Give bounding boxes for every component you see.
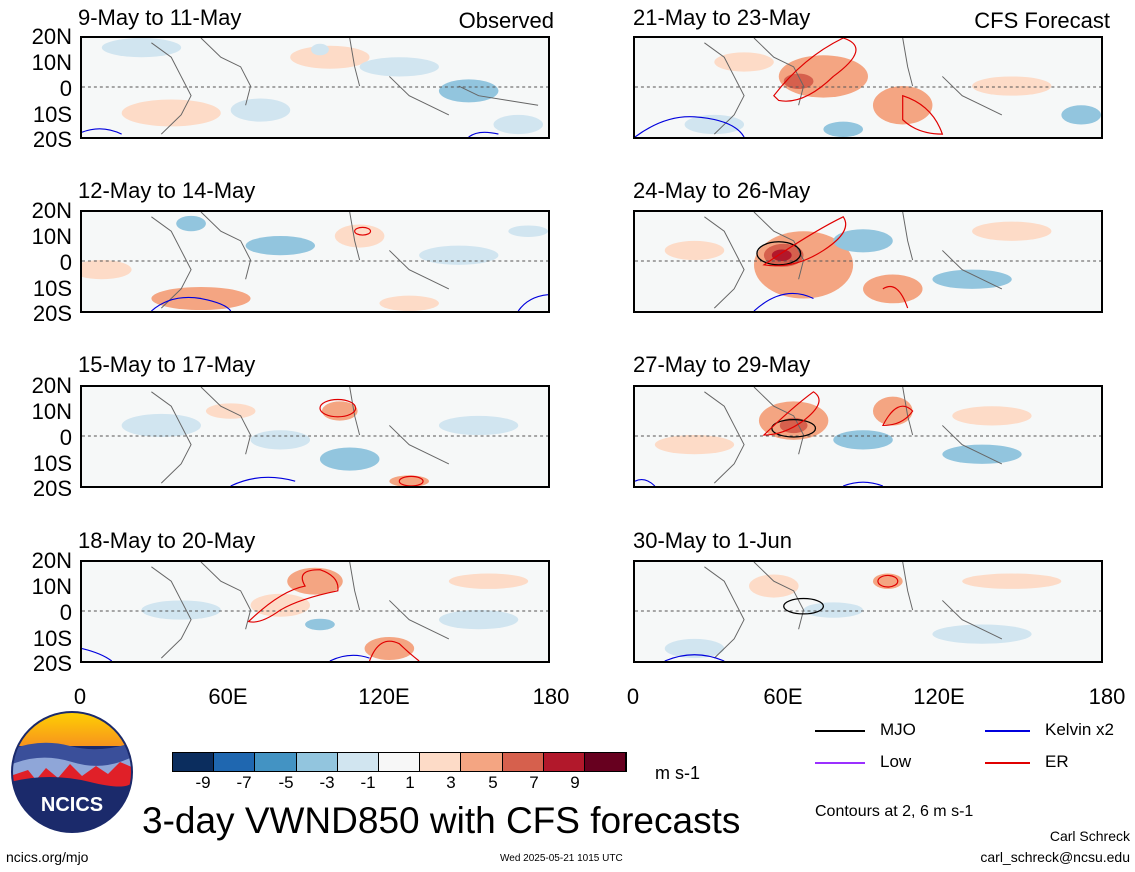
lat-tick: 20N: [31, 548, 72, 573]
lat-tick: 10N: [31, 399, 72, 424]
colorbar: [172, 752, 627, 772]
map-panel: [633, 385, 1103, 488]
colorbar-label: 9: [570, 773, 580, 792]
map-panel: [80, 210, 550, 313]
colorbar-swatch: [420, 753, 462, 771]
legend-low: Low: [880, 752, 912, 771]
map-panel: [80, 385, 550, 488]
footer-email: carl_schreck@ncsu.edu: [980, 849, 1130, 865]
main-title: 3-day VWND850 with CFS forecasts: [142, 800, 741, 841]
footer-timestamp: Wed 2025-05-21 1015 UTC: [500, 853, 623, 864]
panel-title: 30-May to 1-Jun: [633, 528, 792, 553]
lat-tick: 20S: [32, 301, 72, 326]
lat-tick: 10N: [31, 50, 72, 75]
lat-tick: 20N: [31, 373, 72, 398]
lat-tick: 20S: [32, 127, 72, 152]
colorbar-label: -7: [236, 773, 252, 792]
lon-tick: 60E: [208, 684, 248, 709]
colorbar-swatch: [502, 753, 544, 771]
lat-tick: 10S: [32, 276, 72, 301]
colorbar-swatch: [584, 753, 627, 771]
panel-title: 27-May to 29-May: [633, 352, 811, 377]
footer-author: Carl Schreck: [1049, 828, 1130, 844]
panel-title: 21-May to 23-May: [633, 5, 811, 30]
footer-url: ncics.org/mjo: [6, 849, 89, 865]
colorbar-label: 5: [488, 773, 498, 792]
er-legend-line: [985, 762, 1030, 764]
lat-tick: 10N: [31, 574, 72, 599]
colorbar-swatch: [337, 753, 379, 771]
map-panel: [633, 560, 1103, 663]
map-panel: [80, 560, 550, 663]
colorbar-label: -1: [360, 773, 376, 792]
observed-label: Observed: [458, 8, 554, 33]
colorbar-swatch: [214, 753, 256, 771]
legend-er: ER: [1045, 752, 1069, 771]
lat-tick: 0: [59, 250, 72, 275]
lat-tick: 10N: [31, 224, 72, 249]
colorbar-label: 3: [446, 773, 456, 792]
lat-tick: 20N: [31, 24, 72, 49]
kelvin-legend-line: [985, 730, 1030, 732]
colorbar-units: m s-1: [655, 763, 700, 783]
colorbar-label: -3: [319, 773, 335, 792]
lat-tick: 10S: [32, 451, 72, 476]
colorbar-label: 1: [405, 773, 415, 792]
map-panel: [633, 210, 1103, 313]
legend-mjo: MJO: [880, 720, 916, 739]
lat-tick: 20S: [32, 476, 72, 501]
logo-text: NCICS: [41, 794, 103, 816]
lon-tick: 180: [1088, 684, 1126, 709]
map-panel: [80, 36, 550, 139]
lat-tick: 0: [59, 425, 72, 450]
panel-title: 15-May to 17-May: [78, 352, 256, 377]
colorbar-label: -9: [195, 773, 211, 792]
lat-tick: 20N: [31, 198, 72, 223]
mjo-legend-line: [815, 730, 865, 732]
lat-tick: 20S: [32, 651, 72, 676]
legend-kelvin: Kelvin x2: [1045, 720, 1114, 739]
lon-tick: 120E: [913, 684, 965, 709]
ncics-logo: NCICS: [10, 710, 134, 834]
panel-title: 24-May to 26-May: [633, 178, 811, 203]
cfs-forecast-label: CFS Forecast: [974, 8, 1110, 33]
panel-title: 9-May to 11-May: [78, 5, 242, 30]
colorbar-swatch: [461, 753, 503, 771]
lon-tick: 60E: [763, 684, 803, 709]
colorbar-label: 7: [529, 773, 539, 792]
colorbar-swatch: [543, 753, 585, 771]
lat-tick: 0: [59, 600, 72, 625]
lat-tick: 10S: [32, 626, 72, 651]
lat-tick: 0: [59, 76, 72, 101]
panel-title: 12-May to 14-May: [78, 178, 256, 203]
lon-tick: 120E: [358, 684, 410, 709]
low-legend-line: [815, 762, 865, 764]
lon-tick: 0: [626, 684, 640, 709]
colorbar-swatch: [378, 753, 421, 771]
lon-tick: 0: [73, 684, 87, 709]
colorbar-swatch: [255, 753, 297, 771]
colorbar-label: -5: [278, 773, 294, 792]
lon-tick: 180: [532, 684, 570, 709]
contours-note: Contours at 2, 6 m s-1: [815, 803, 974, 820]
colorbar-swatch: [296, 753, 338, 771]
lat-tick: 10S: [32, 102, 72, 127]
map-panel: [633, 36, 1103, 139]
colorbar-swatch: [173, 753, 215, 771]
panel-title: 18-May to 20-May: [78, 528, 256, 553]
